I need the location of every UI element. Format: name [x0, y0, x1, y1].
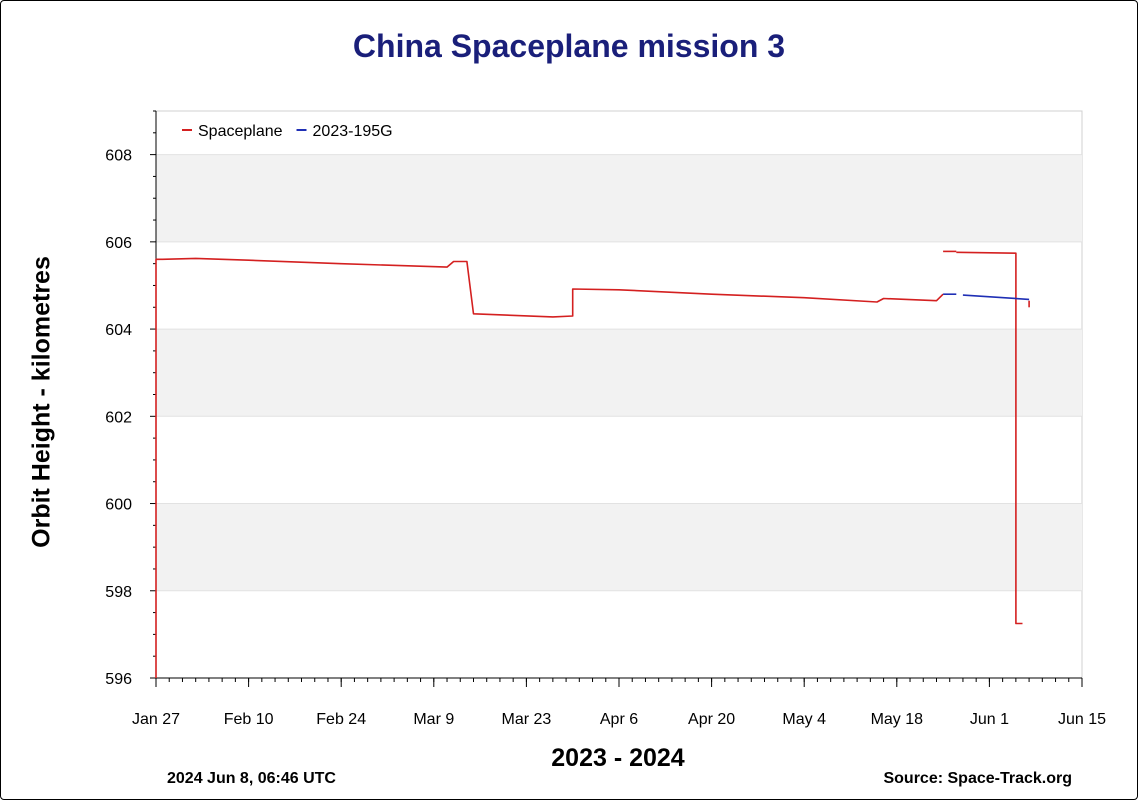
series-lines	[155, 250, 1030, 678]
y-tick-label: 596	[105, 671, 132, 688]
x-tick-label: Apr 6	[600, 711, 638, 728]
x-tick-label: May 4	[782, 711, 826, 728]
x-tick-label: May 18	[871, 711, 924, 728]
x-ticks: Jan 27 Feb 10 Feb 24 Mar 9 Mar 23 Apr 6 Apr 20…	[132, 678, 1106, 728]
legend-label: Spaceplane	[198, 123, 283, 140]
grid-band	[156, 329, 1082, 417]
y-tick-label: 602	[105, 409, 132, 426]
x-axis-label: 2023 - 2024	[551, 744, 685, 772]
x-tick-label: Apr 20	[688, 711, 735, 728]
grid-band	[156, 154, 1082, 242]
legend-label: 2023-195G	[313, 123, 393, 140]
y-tick-label: 608	[105, 148, 132, 165]
x-tick-label: Mar 9	[413, 711, 454, 728]
x-tick-label: Jun 1	[970, 711, 1009, 728]
series-line-spaceplane	[155, 257, 944, 678]
y-ticks: 596 598 600 602 604 606 608	[105, 110, 156, 688]
y-tick-label: 606	[105, 235, 132, 252]
grid-band	[156, 503, 1082, 591]
y-axis-label: Orbit Height - kilometres	[27, 256, 56, 548]
footer-source: Source: Space-Track.org	[883, 770, 1072, 787]
series-line-2023-195g	[962, 294, 1030, 301]
x-tick-label: Feb 10	[224, 711, 274, 728]
x-tick-label: Jan 27	[132, 711, 180, 728]
x-tick-label: Mar 23	[502, 711, 552, 728]
grid-bands	[155, 110, 1083, 679]
y-tick-label: 604	[105, 322, 132, 339]
y-tick-label: 598	[105, 584, 132, 601]
x-tick-label: Jun 15	[1058, 711, 1106, 728]
x-tick-label: Feb 24	[316, 711, 366, 728]
chart-title: China Spaceplane mission 3	[352, 28, 786, 64]
footer-timestamp: 2024 Jun 8, 06:46 UTC	[167, 770, 336, 787]
y-tick-label: 600	[105, 497, 132, 514]
legend: Spaceplane 2023-195G	[182, 123, 393, 140]
series-line-spaceplane	[956, 251, 1023, 625]
